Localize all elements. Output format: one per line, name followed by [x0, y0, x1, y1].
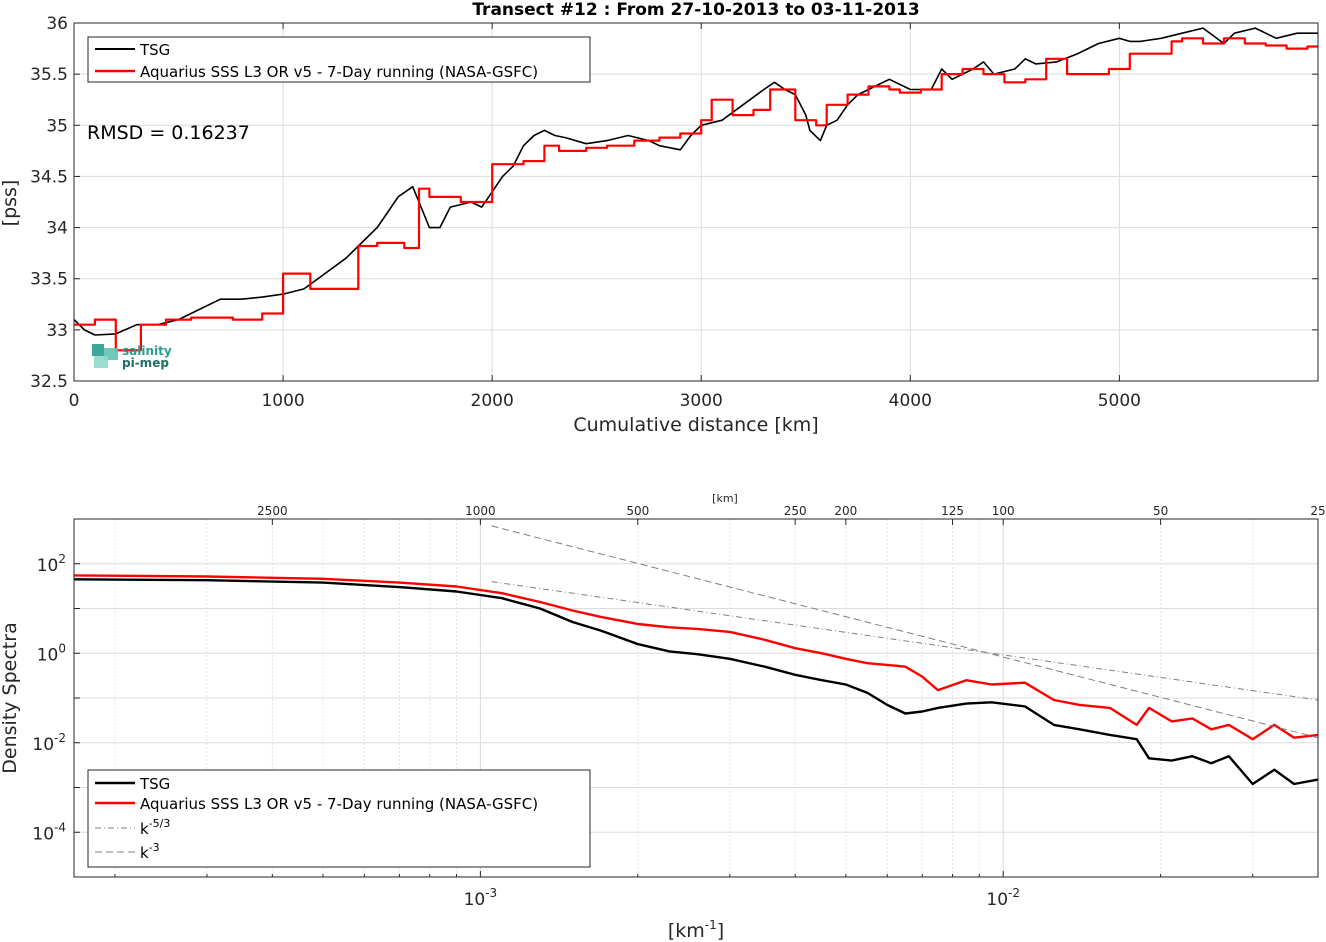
top-series-group	[73, 27, 1318, 352]
bottom-grid	[74, 519, 1319, 877]
bottom-legend-tsg-label: TSG	[139, 775, 170, 793]
top-y-tick-label: 32.5	[30, 372, 68, 392]
top-ticks: 0 1000 2000 3000 4000 5000 32.5 33 33.5 34 34.5 35 3…	[30, 14, 1318, 411]
bottom-series-group	[73, 525, 1319, 786]
top-x-tick-label: 4000	[889, 391, 932, 411]
salinity-pimep-logo: salinity pi-mep	[92, 344, 172, 370]
bottom-x-axis-label: [km-1]	[668, 918, 724, 942]
tsg-salinity-line	[73, 27, 1318, 336]
tsg-spectrum-line	[73, 578, 1319, 786]
top-y-tick-label: 36	[46, 14, 68, 34]
bottom-ticks: 10-3 10-2 10-4 10-2 100 102 2500 1000 500 250 200 1…	[32, 504, 1325, 910]
bottom-y-axis-label: Density Spectra	[0, 622, 21, 773]
chart-title: Transect #12 : From 27-10-2013 to 03-11-…	[472, 0, 919, 20]
top-axis-tick-label: 200	[834, 504, 857, 518]
bottom-legend: TSG Aquarius SSS L3 OR v5 - 7-Day runnin…	[87, 769, 591, 868]
top-y-tick-label: 34	[46, 219, 68, 239]
top-y-tick-label: 33	[46, 321, 68, 341]
top-axis-tick-label: 2500	[257, 504, 288, 518]
top-axis-tick-label: 50	[1153, 504, 1168, 518]
top-y-tick-label: 33.5	[30, 270, 68, 290]
top-legend: TSG Aquarius SSS L3 OR v5 - 7-Day runnin…	[87, 36, 591, 83]
aquarius-salinity-line	[74, 37, 1318, 352]
salinity-transect-chart: 0 1000 2000 3000 4000 5000 32.5 33 33.5 34 34.5 35 3…	[0, 0, 1319, 436]
bottom-y-tick-label: 100	[37, 641, 66, 665]
top-y-tick-label: 34.5	[30, 167, 68, 187]
bottom-legend-aquarius-label: Aquarius SSS L3 OR v5 - 7-Day running (N…	[140, 795, 538, 813]
top-x-tick-label: 0	[69, 391, 80, 411]
top-y-axis-label: [pss]	[0, 180, 21, 227]
salinity-pimep-logo-icon	[92, 344, 118, 368]
density-spectra-chart: 10-3 10-2 10-4 10-2 100 102 2500 1000 500 250 200 1…	[0, 492, 1326, 942]
top-x-tick-label: 5000	[1098, 391, 1141, 411]
bottom-y-tick-label: 10-4	[32, 820, 66, 844]
top-x-axis-label: Cumulative distance [km]	[573, 414, 818, 436]
top-axis-tick-label: 500	[626, 504, 649, 518]
bottom-legend-box	[87, 769, 591, 868]
top-axes-box	[73, 22, 1319, 382]
top-x-tick-label: 1000	[261, 391, 304, 411]
bottom-x-tick-label: 10-2	[986, 886, 1020, 910]
top-axis-unit-label: [km]	[712, 492, 738, 505]
top-axis-tick-label: 125	[941, 504, 964, 518]
top-axis-tick-label: 100	[992, 504, 1015, 518]
top-y-tick-label: 35	[46, 116, 68, 136]
top-y-tick-label: 35.5	[30, 65, 68, 85]
rmsd-annotation: RMSD = 0.16237	[87, 122, 250, 144]
top-axis-tick-label: 25	[1310, 504, 1325, 518]
top-plot-area	[74, 23, 1318, 381]
top-legend-box	[87, 36, 591, 83]
logo-text-line2: pi-mep	[122, 356, 169, 370]
top-x-tick-label: 2000	[471, 391, 514, 411]
k-minus-5-3-reference-line	[491, 581, 1319, 701]
bottom-x-tick-label: 10-3	[464, 886, 498, 910]
bottom-y-tick-label: 10-2	[32, 731, 66, 755]
aquarius-spectrum-line	[73, 574, 1319, 741]
bottom-y-tick-label: 102	[37, 552, 66, 576]
top-legend-aquarius-label: Aquarius SSS L3 OR v5 - 7-Day running (N…	[140, 63, 538, 81]
top-axis-tick-label: 250	[784, 504, 807, 518]
logo-text-line1: salinity	[122, 344, 172, 358]
top-legend-tsg-label: TSG	[139, 41, 170, 59]
top-x-tick-label: 3000	[680, 391, 723, 411]
top-axis-tick-label: 1000	[465, 504, 496, 518]
